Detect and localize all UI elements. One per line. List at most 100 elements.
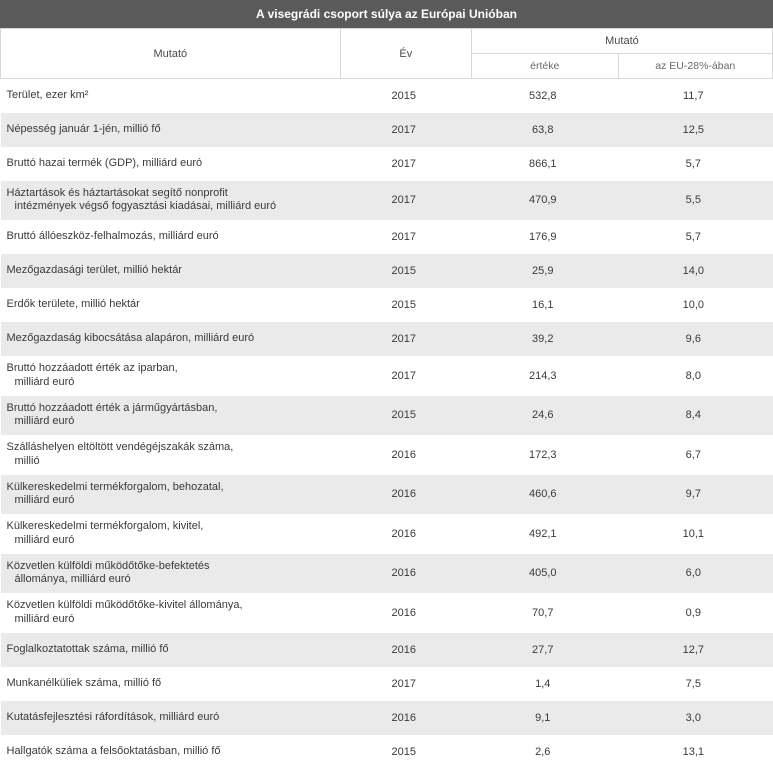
table-row: Bruttó hozzáadott érték a járműgyártásba… [1, 396, 773, 436]
table-row: Szálláshelyen eltöltött vendégéjszakák s… [1, 435, 773, 475]
indicator-line1: Bruttó hozzáadott érték az iparban, [7, 362, 178, 374]
indicator-line2: milliárd euró [7, 494, 331, 508]
cell-pct: 12,7 [618, 633, 772, 667]
cell-year: 2017 [340, 181, 471, 221]
cell-value: 27,7 [471, 633, 618, 667]
indicator-line2: állománya, milliárd euró [7, 573, 331, 587]
cell-pct: 13,1 [618, 735, 772, 769]
indicator-line2: milliárd euró [7, 613, 331, 627]
cell-pct: 14,0 [618, 254, 772, 288]
indicator-line1: Bruttó hazai termék (GDP), milliárd euró [7, 157, 203, 169]
cell-indicator: Terület, ezer km² [1, 79, 341, 113]
indicator-line1: Szálláshelyen eltöltött vendégéjszakák s… [7, 441, 234, 453]
cell-indicator: Közvetlen külföldi működőtőke-kivitel ál… [1, 593, 341, 633]
indicator-line1: Közvetlen külföldi működőtőke-kivitel ál… [7, 599, 243, 611]
cell-indicator: Külkereskedelmi termékforgalom, kivitel,… [1, 514, 341, 554]
cell-indicator: Háztartások és háztartásokat segítő nonp… [1, 181, 341, 221]
table-row: Háztartások és háztartásokat segítő nonp… [1, 181, 773, 221]
cell-indicator: Bruttó hazai termék (GDP), milliárd euró [1, 147, 341, 181]
cell-indicator: Népesség január 1-jén, millió fő [1, 113, 341, 147]
cell-pct: 6,7 [618, 435, 772, 475]
cell-value: 214,3 [471, 356, 618, 396]
cell-year: 2016 [340, 633, 471, 667]
cell-value: 25,9 [471, 254, 618, 288]
cell-year: 2015 [340, 288, 471, 322]
cell-year: 2016 [340, 514, 471, 554]
header-pct: az EU-28%-ában [618, 54, 772, 79]
cell-pct: 9,6 [618, 322, 772, 356]
cell-value: 16,1 [471, 288, 618, 322]
indicator-line1: Foglalkoztatottak száma, millió fő [7, 643, 169, 655]
cell-year: 2015 [340, 396, 471, 436]
cell-pct: 5,7 [618, 220, 772, 254]
cell-pct: 7,5 [618, 667, 772, 701]
indicator-line1: Mezőgazdaság kibocsátása alapáron, milli… [7, 332, 255, 344]
cell-indicator: Bruttó hozzáadott érték a járműgyártásba… [1, 396, 341, 436]
cell-year: 2015 [340, 735, 471, 769]
cell-pct: 6,0 [618, 554, 772, 594]
cell-indicator: Külkereskedelmi termékforgalom, behozata… [1, 475, 341, 515]
cell-value: 63,8 [471, 113, 618, 147]
cell-value: 470,9 [471, 181, 618, 221]
indicator-line2: milliárd euró [7, 534, 331, 548]
cell-year: 2016 [340, 475, 471, 515]
cell-indicator: Foglalkoztatottak száma, millió fő [1, 633, 341, 667]
cell-indicator: Mezőgazdaság kibocsátása alapáron, milli… [1, 322, 341, 356]
table-row: Bruttó hazai termék (GDP), milliárd euró… [1, 147, 773, 181]
table-row: Külkereskedelmi termékforgalom, kivitel,… [1, 514, 773, 554]
indicator-line1: Bruttó állóeszköz-felhalmozás, milliárd … [7, 230, 219, 242]
table-row: Bruttó állóeszköz-felhalmozás, milliárd … [1, 220, 773, 254]
indicator-line1: Kutatásfejlesztési ráfordítások, milliár… [7, 711, 220, 723]
cell-value: 172,3 [471, 435, 618, 475]
cell-value: 24,6 [471, 396, 618, 436]
indicator-line1: Erdők területe, millió hektár [7, 298, 140, 310]
cell-indicator: Munkanélküliek száma, millió fő [1, 667, 341, 701]
indicator-line1: Bruttó hozzáadott érték a járműgyártásba… [7, 402, 218, 414]
cell-year: 2017 [340, 220, 471, 254]
cell-value: 70,7 [471, 593, 618, 633]
indicator-line2: intézmények végső fogyasztási kiadásai, … [7, 200, 331, 214]
cell-pct: 9,7 [618, 475, 772, 515]
cell-value: 1,4 [471, 667, 618, 701]
table-row: Mezőgazdaság kibocsátása alapáron, milli… [1, 322, 773, 356]
indicator-line1: Külkereskedelmi termékforgalom, behozata… [7, 481, 224, 493]
cell-value: 492,1 [471, 514, 618, 554]
cell-pct: 0,9 [618, 593, 772, 633]
indicator-line2: milliárd euró [7, 415, 331, 429]
cell-indicator: Szálláshelyen eltöltött vendégéjszakák s… [1, 435, 341, 475]
cell-indicator: Közvetlen külföldi működőtőke-befektetés… [1, 554, 341, 594]
data-table: Mutató Év Mutató értéke az EU-28%-ában T… [0, 28, 773, 769]
cell-indicator: Kutatásfejlesztési ráfordítások, milliár… [1, 701, 341, 735]
visegrad-weight-table: A visegrádi csoport súlya az Európai Uni… [0, 0, 773, 769]
table-title: A visegrádi csoport súlya az Európai Uni… [0, 0, 773, 28]
cell-year: 2017 [340, 113, 471, 147]
cell-year: 2016 [340, 435, 471, 475]
cell-year: 2015 [340, 79, 471, 113]
table-row: Közvetlen külföldi működőtőke-befektetés… [1, 554, 773, 594]
cell-pct: 11,7 [618, 79, 772, 113]
indicator-line1: Terület, ezer km² [7, 89, 89, 101]
cell-year: 2015 [340, 254, 471, 288]
indicator-line1: Népesség január 1-jén, millió fő [7, 123, 161, 135]
indicator-line1: Külkereskedelmi termékforgalom, kivitel, [7, 520, 204, 532]
header-indicator: Mutató [1, 29, 341, 79]
cell-value: 2,6 [471, 735, 618, 769]
cell-value: 532,8 [471, 79, 618, 113]
cell-indicator: Erdők területe, millió hektár [1, 288, 341, 322]
header-value: értéke [471, 54, 618, 79]
table-row: Mezőgazdasági terület, millió hektár 2015… [1, 254, 773, 288]
cell-pct: 5,7 [618, 147, 772, 181]
indicator-line1: Mezőgazdasági terület, millió hektár [7, 264, 182, 276]
table-row: Terület, ezer km² 2015532,811,7 [1, 79, 773, 113]
cell-value: 39,2 [471, 322, 618, 356]
table-header: Mutató Év Mutató értéke az EU-28%-ában [1, 29, 773, 79]
cell-indicator: Bruttó hozzáadott érték az iparban,milli… [1, 356, 341, 396]
table-row: Erdők területe, millió hektár201516,110,… [1, 288, 773, 322]
cell-pct: 10,1 [618, 514, 772, 554]
table-row: Hallgatók száma a felsőoktatásban, milli… [1, 735, 773, 769]
cell-year: 2017 [340, 356, 471, 396]
cell-pct: 8,4 [618, 396, 772, 436]
table-row: Munkanélküliek száma, millió fő20171,47,… [1, 667, 773, 701]
header-value-group: Mutató [471, 29, 772, 54]
cell-pct: 12,5 [618, 113, 772, 147]
